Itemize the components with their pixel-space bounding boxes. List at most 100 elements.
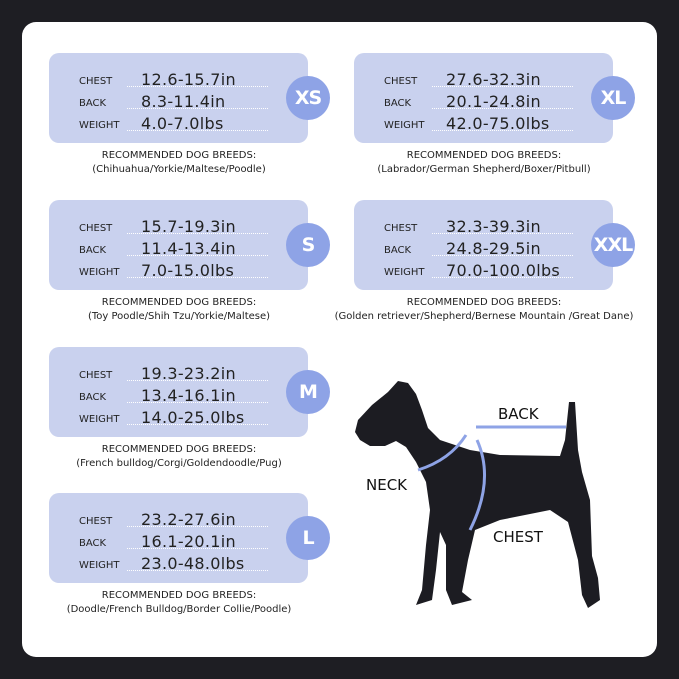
neck-label: NECK <box>366 476 408 494</box>
breeds-list: (Labrador/German Shepherd/Boxer/Pitbull) <box>377 164 591 175</box>
dotted-leader <box>127 424 268 425</box>
back-label: BACK <box>79 392 107 403</box>
size-badge: XL <box>591 76 635 120</box>
chest-value: 15.7-19.3in <box>141 217 236 236</box>
dotted-leader <box>432 130 573 131</box>
recommended-heading: RECOMMENDED DOG BREEDS: <box>406 297 562 308</box>
weight-label: WEIGHT <box>79 414 120 425</box>
breeds-list: (French bulldog/Corgi/Goldendoodle/Pug) <box>76 458 282 469</box>
weight-label: WEIGHT <box>79 560 120 571</box>
back-row: BACK 24.8-29.5in <box>384 238 573 258</box>
size-card-xxl: CHEST 32.3-39.3in BACK 24.8-29.5in WEIGH… <box>354 200 635 290</box>
dotted-leader <box>432 255 573 256</box>
weight-row: WEIGHT 4.0-7.0lbs <box>79 113 268 133</box>
chest-label: CHEST <box>384 76 418 87</box>
weight-row: WEIGHT 23.0-48.0lbs <box>79 553 268 573</box>
chest-value: 12.6-15.7in <box>141 70 236 89</box>
size-badge: L <box>286 516 330 560</box>
chest-value: 19.3-23.2in <box>141 364 236 383</box>
chest-row: CHEST 23.2-27.6in <box>79 509 268 529</box>
back-label: BACK <box>384 245 412 256</box>
dotted-leader <box>432 233 573 234</box>
chest-label: CHEST <box>493 528 543 546</box>
breeds-list: (Doodle/French Bulldog/Border Collie/Poo… <box>66 604 292 615</box>
back-row: BACK 11.4-13.4in <box>79 238 268 258</box>
weight-label: WEIGHT <box>79 120 120 131</box>
dotted-leader <box>127 402 268 403</box>
back-label: BACK <box>498 405 539 423</box>
chest-label: CHEST <box>79 370 113 381</box>
breeds-list: (Toy Poodle/Shih Tzu/Yorkie/Maltese) <box>87 311 271 322</box>
weight-row: WEIGHT 7.0-15.0lbs <box>79 260 268 280</box>
recommended-heading: RECOMMENDED DOG BREEDS: <box>101 297 257 308</box>
size-badge: XXL <box>591 223 635 267</box>
weight-label: WEIGHT <box>384 267 425 278</box>
size-card-s: CHEST 15.7-19.3in BACK 11.4-13.4in WEIGH… <box>49 200 330 290</box>
recommended-breeds: RECOMMENDED DOG BREEDS: (Toy Poodle/Shih … <box>29 296 329 324</box>
size-card-xl: CHEST 27.6-32.3in BACK 20.1-24.8in WEIGH… <box>354 53 635 143</box>
recommended-breeds: RECOMMENDED DOG BREEDS: (French bulldog/C… <box>29 443 329 471</box>
dog-silhouette <box>355 381 600 608</box>
chest-row: CHEST 15.7-19.3in <box>79 216 268 236</box>
size-badge: M <box>286 370 330 414</box>
dotted-leader <box>127 233 268 234</box>
back-label: BACK <box>79 98 107 109</box>
dotted-leader <box>127 86 268 87</box>
recommended-breeds: RECOMMENDED DOG BREEDS: (Golden retriever… <box>334 296 634 324</box>
dotted-leader <box>127 548 268 549</box>
back-value: 8.3-11.4in <box>141 92 226 111</box>
chest-row: CHEST 27.6-32.3in <box>384 69 573 89</box>
dotted-leader <box>127 380 268 381</box>
back-label: BACK <box>79 245 107 256</box>
recommended-heading: RECOMMENDED DOG BREEDS: <box>101 150 257 161</box>
weight-value: 4.0-7.0lbs <box>141 114 224 133</box>
weight-value: 14.0-25.0lbs <box>141 408 245 427</box>
weight-row: WEIGHT 70.0-100.0lbs <box>384 260 573 280</box>
size-badge: XS <box>286 76 330 120</box>
weight-row: WEIGHT 14.0-25.0lbs <box>79 407 268 427</box>
weight-label: WEIGHT <box>79 267 120 278</box>
weight-value: 70.0-100.0lbs <box>446 261 561 280</box>
dotted-leader <box>127 570 268 571</box>
back-value: 20.1-24.8in <box>446 92 541 111</box>
back-row: BACK 20.1-24.8in <box>384 91 573 111</box>
weight-row: WEIGHT 42.0-75.0lbs <box>384 113 573 133</box>
weight-value: 23.0-48.0lbs <box>141 554 245 573</box>
chest-row: CHEST 32.3-39.3in <box>384 216 573 236</box>
back-value: 11.4-13.4in <box>141 239 236 258</box>
recommended-heading: RECOMMENDED DOG BREEDS: <box>406 150 562 161</box>
dotted-leader <box>432 86 573 87</box>
dotted-leader <box>127 130 268 131</box>
chest-label: CHEST <box>79 76 113 87</box>
dotted-leader <box>432 277 573 278</box>
size-card-l: CHEST 23.2-27.6in BACK 16.1-20.1in WEIGH… <box>49 493 330 583</box>
back-row: BACK 8.3-11.4in <box>79 91 268 111</box>
back-label: BACK <box>384 98 412 109</box>
breeds-list: (Golden retriever/Shepherd/Bernese Mount… <box>334 311 634 322</box>
size-badge: S <box>286 223 330 267</box>
chest-value: 27.6-32.3in <box>446 70 541 89</box>
size-card-xs: CHEST 12.6-15.7in BACK 8.3-11.4in WEIGHT… <box>49 53 330 143</box>
dotted-leader <box>432 108 573 109</box>
recommended-heading: RECOMMENDED DOG BREEDS: <box>101 590 257 601</box>
chest-row: CHEST 19.3-23.2in <box>79 363 268 383</box>
back-row: BACK 13.4-16.1in <box>79 385 268 405</box>
dotted-leader <box>127 277 268 278</box>
dotted-leader <box>127 255 268 256</box>
back-value: 24.8-29.5in <box>446 239 541 258</box>
weight-label: WEIGHT <box>384 120 425 131</box>
recommended-breeds: RECOMMENDED DOG BREEDS: (Labrador/German … <box>334 149 634 177</box>
chest-measure-ring <box>468 439 487 531</box>
recommended-heading: RECOMMENDED DOG BREEDS: <box>101 444 257 455</box>
chest-label: CHEST <box>384 223 418 234</box>
neck-measure-ring <box>417 434 468 472</box>
dotted-leader <box>127 526 268 527</box>
chest-label: CHEST <box>79 223 113 234</box>
breeds-list: (Chihuahua/Yorkie/Maltese/Poodle) <box>92 164 266 175</box>
dotted-leader <box>127 108 268 109</box>
chest-label: CHEST <box>79 516 113 527</box>
back-label: BACK <box>79 538 107 549</box>
chest-value: 32.3-39.3in <box>446 217 541 236</box>
back-row: BACK 16.1-20.1in <box>79 531 268 551</box>
